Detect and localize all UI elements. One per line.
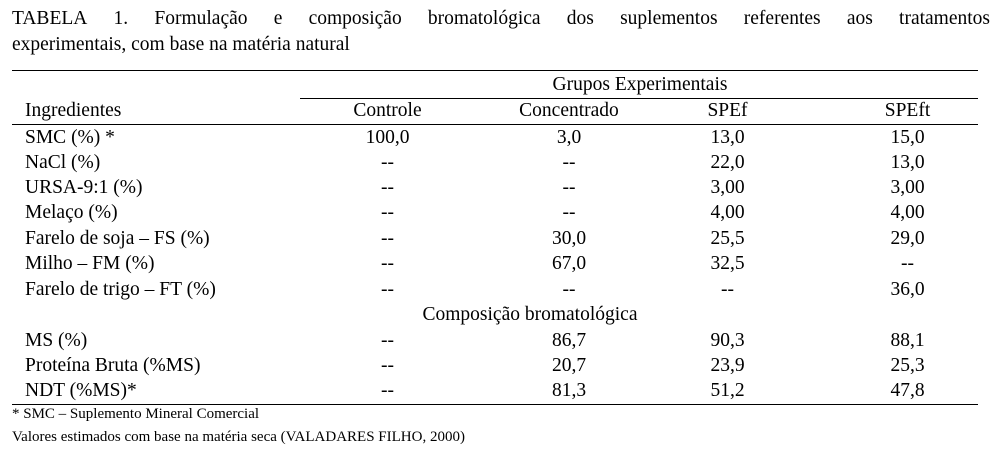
header-spef: SPEf xyxy=(707,100,748,121)
caption-word: Formulação xyxy=(154,8,248,29)
row-label: Farelo de trigo – FT (%) xyxy=(25,279,216,300)
row-label: URSA-9:1 (%) xyxy=(25,177,143,198)
cell-speft: -- xyxy=(901,253,914,274)
caption-word: bromatológica xyxy=(427,8,541,29)
row-label: NDT (%MS)* xyxy=(25,380,137,401)
header-rule xyxy=(12,124,978,125)
row-label: NaCl (%) xyxy=(25,152,101,173)
cell-concentrado: 30,0 xyxy=(551,228,587,249)
caption-word: referentes xyxy=(743,8,821,29)
cell-speft: 29,0 xyxy=(890,228,925,249)
cell-concentrado: -- xyxy=(562,202,576,223)
caption-line-1: TABELA 1. Formulação e composição bromat… xyxy=(12,6,990,32)
cell-spef: 13,0 xyxy=(710,127,745,148)
header-controle: Controle xyxy=(353,100,422,121)
table-bottom-rule xyxy=(12,404,978,405)
cell-concentrado: -- xyxy=(562,177,576,198)
cell-spef: 23,9 xyxy=(710,355,745,376)
cell-spef: 4,00 xyxy=(710,202,745,223)
cell-controle: -- xyxy=(381,253,394,274)
caption-word: suplementos xyxy=(620,8,718,29)
row-label: MS (%) xyxy=(25,330,88,351)
cell-controle: -- xyxy=(381,152,394,173)
cell-controle: -- xyxy=(381,228,394,249)
header-speft: SPEft xyxy=(884,100,931,121)
row-label: Proteína Bruta (%MS) xyxy=(25,355,201,376)
cell-concentrado: -- xyxy=(562,279,576,300)
group-header: Grupos Experimentais xyxy=(552,74,728,95)
cell-concentrado: 86,7 xyxy=(551,330,587,351)
cell-speft: 15,0 xyxy=(890,127,925,148)
cell-concentrado: 81,3 xyxy=(551,380,587,401)
cell-concentrado: 20,7 xyxy=(551,355,587,376)
cell-controle: -- xyxy=(381,330,394,351)
footnote-source: Valores estimados com base na matéria se… xyxy=(12,429,465,445)
cell-controle: 100,0 xyxy=(365,127,410,148)
cell-controle: -- xyxy=(381,177,394,198)
cell-speft: 3,00 xyxy=(890,177,925,198)
row-label: Melaço (%) xyxy=(25,202,118,223)
table-caption: TABELA 1. Formulação e composição bromat… xyxy=(12,6,990,58)
cell-concentrado: -- xyxy=(562,152,576,173)
cell-spef: 22,0 xyxy=(710,152,745,173)
group-header-rule xyxy=(300,98,978,99)
cell-controle: -- xyxy=(381,279,394,300)
cell-speft: 36,0 xyxy=(890,279,925,300)
caption-word: dos xyxy=(566,8,594,29)
cell-controle: -- xyxy=(381,202,394,223)
cell-concentrado: 67,0 xyxy=(551,253,587,274)
cell-spef: 90,3 xyxy=(710,330,745,351)
cell-controle: -- xyxy=(381,355,394,376)
header-ingredientes: Ingredientes xyxy=(25,100,122,121)
table-top-rule xyxy=(12,70,978,71)
caption-word: TABELA xyxy=(12,8,88,29)
caption-word: aos xyxy=(846,8,873,29)
cell-speft: 13,0 xyxy=(890,152,925,173)
row-label: Farelo de soja – FS (%) xyxy=(25,228,210,249)
caption-word: tratamentos xyxy=(899,8,990,29)
cell-speft: 47,8 xyxy=(890,380,925,401)
cell-spef: -- xyxy=(721,279,734,300)
section-composicao: Composição bromatológica xyxy=(422,304,638,325)
cell-speft: 88,1 xyxy=(890,330,925,351)
cell-speft: 25,3 xyxy=(890,355,925,376)
row-label: Milho – FM (%) xyxy=(25,253,155,274)
caption-word: composição xyxy=(308,8,402,29)
cell-speft: 4,00 xyxy=(890,202,925,223)
footnote-smc: * SMC – Suplemento Mineral Comercial xyxy=(12,406,260,422)
row-label: SMC (%) * xyxy=(25,127,115,148)
cell-controle: -- xyxy=(381,380,394,401)
cell-concentrado: 3,0 xyxy=(556,127,582,148)
header-concentrado: Concentrado xyxy=(519,100,619,121)
cell-spef: 25,5 xyxy=(710,228,745,249)
cell-spef: 51,2 xyxy=(710,380,745,401)
caption-line-2: experimentais, com base na matéria natur… xyxy=(12,34,350,55)
cell-spef: 3,00 xyxy=(710,177,745,198)
caption-word: 1. xyxy=(113,8,129,29)
cell-spef: 32,5 xyxy=(710,253,745,274)
caption-word: e xyxy=(273,8,283,29)
